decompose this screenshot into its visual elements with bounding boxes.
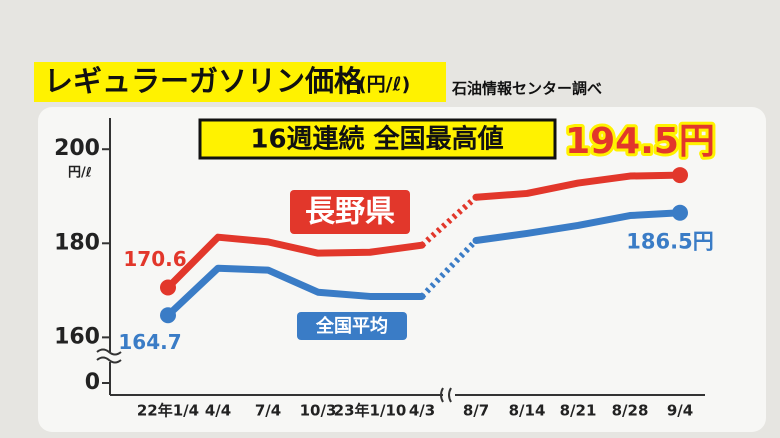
x-tick-label: 4/3 [409, 402, 435, 420]
value-label: 164.7 [118, 330, 181, 354]
y-tick-label: 0 [85, 370, 100, 395]
headline: 16週連続 全国最高値 [250, 124, 503, 155]
series-line [472, 209, 684, 244]
series-marker [160, 279, 176, 296]
series-name: 長野県 [305, 195, 395, 230]
value-label: 186.5円 [626, 230, 713, 254]
x-tick-label: 8/28 [612, 402, 649, 420]
series-name: 全国平均 [315, 315, 388, 337]
series-connector [419, 238, 479, 299]
series-connector [420, 194, 478, 248]
x-tick-label: 4/4 [205, 402, 231, 420]
value-label: 170.6 [123, 247, 186, 271]
x-tick-label: 7/4 [255, 402, 281, 420]
series-name-box [297, 312, 407, 340]
x-tick-label: 10/3 [300, 402, 337, 420]
series-name-box [290, 190, 410, 234]
chart-title: レギュラーガソリン価格 [44, 64, 364, 98]
x-tick-label: 8/21 [560, 402, 597, 420]
series-marker [672, 167, 688, 184]
source: 石油情報センター調べ [451, 80, 602, 98]
x-tick-label: 22年1/4 [137, 402, 199, 420]
series-marker [672, 204, 688, 221]
x-tick-label: 23年1/10 [334, 402, 407, 420]
title-box [34, 62, 446, 102]
value-label: 194.5円 [565, 121, 715, 162]
plot-panel [38, 107, 766, 432]
y-tick-label: 200 [54, 136, 100, 161]
y-tick-label: 180 [54, 230, 100, 255]
series-marker [160, 307, 176, 324]
y-unit: 円/ℓ [68, 166, 92, 181]
y-tick-label: 160 [54, 324, 100, 349]
series-line [164, 264, 426, 319]
axis-break [96, 348, 122, 364]
series-line [164, 233, 426, 292]
headline-box [198, 118, 557, 160]
x-tick-label: 9/4 [667, 402, 693, 420]
x-tick-label: 8/14 [509, 402, 546, 420]
title-unit: (円/ℓ) [358, 74, 410, 96]
x-tick-label: 8/7 [463, 402, 489, 420]
series-line [472, 171, 684, 201]
axis-break [440, 387, 452, 403]
